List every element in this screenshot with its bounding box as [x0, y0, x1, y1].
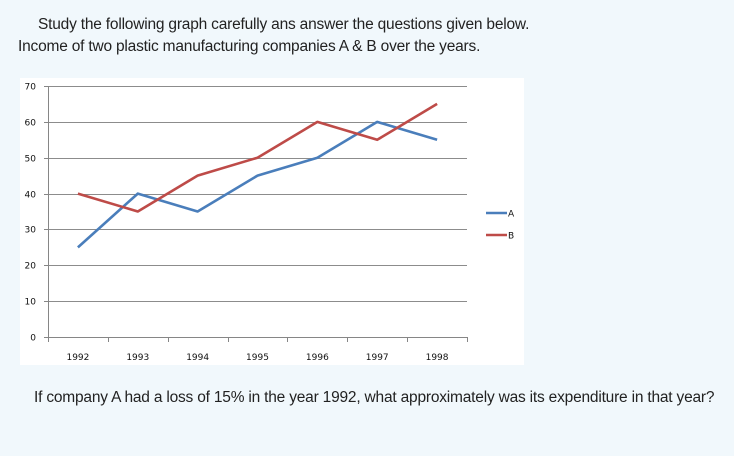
x-tick-label: 1994 — [186, 353, 209, 363]
question-text: If company A had a loss of 15% in the ye… — [34, 389, 715, 406]
series-line-a — [77, 120, 438, 249]
y-tick-label: 50 — [25, 155, 37, 165]
y-tick-label: 0 — [30, 334, 36, 344]
y-tick-label: 70 — [25, 83, 37, 93]
y-tick-label: 60 — [25, 119, 37, 129]
y-tick-label: 40 — [25, 191, 37, 201]
x-tick-labels: 1992 1993 1994 1995 1996 1997 1998 — [66, 353, 448, 363]
intro-instruction: Study the following graph carefully ans … — [38, 16, 530, 33]
series-line-b — [77, 102, 438, 213]
line-chart: 0 10 20 30 40 50 60 70 1992 1993 1994 1995 1996 1997… — [20, 78, 524, 365]
x-tick-label: 1997 — [366, 353, 389, 363]
y-tick-label: 20 — [25, 262, 37, 272]
x-tick-label: 1993 — [126, 353, 149, 363]
legend-label-a: A — [508, 210, 515, 220]
series-lines — [77, 102, 438, 249]
x-tick-label: 1998 — [426, 353, 449, 363]
chart-svg: 0 10 20 30 40 50 60 70 1992 1993 1994 1995 1996 1997… — [25, 83, 515, 364]
x-tick-label: 1995 — [246, 353, 269, 363]
chart-caption: Income of two plastic manufacturing comp… — [18, 38, 481, 55]
intro-text: Study the following graph carefully ans … — [18, 14, 718, 58]
y-tick-label: 10 — [25, 298, 37, 308]
x-tick-label: 1996 — [306, 353, 329, 363]
axes — [44, 86, 468, 342]
legend-label-b: B — [508, 232, 514, 242]
y-tick-label: 30 — [25, 226, 37, 236]
gridlines — [48, 86, 467, 302]
legend: AB — [486, 210, 515, 242]
x-tick-label: 1992 — [66, 353, 89, 363]
y-tick-labels: 0 10 20 30 40 50 60 70 — [25, 83, 37, 344]
